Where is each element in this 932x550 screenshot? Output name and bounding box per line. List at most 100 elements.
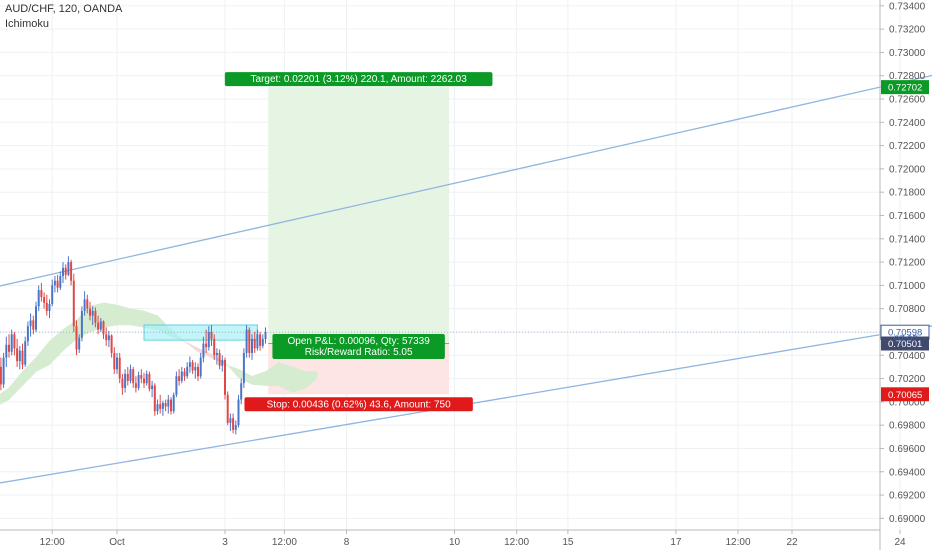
time-axis[interactable]: 12:00 Oct 3 12:00 8 10 12:00 15 17 12:00 22 24 bbox=[0, 529, 906, 548]
candle bbox=[261, 334, 264, 349]
candle-body bbox=[37, 290, 40, 307]
candle bbox=[170, 397, 172, 415]
candle-body bbox=[45, 302, 48, 312]
candle-body bbox=[53, 280, 56, 286]
candle-body bbox=[170, 399, 172, 412]
candle bbox=[35, 301, 37, 332]
price-tag-entry: 0.70501 bbox=[881, 336, 929, 351]
y-tick-label: 0.72000 bbox=[889, 164, 926, 175]
candle-body bbox=[78, 337, 81, 350]
candle-body bbox=[107, 335, 110, 341]
indicator-label[interactable]: Ichimoku bbox=[5, 18, 50, 30]
candle-body bbox=[51, 285, 54, 305]
candle-body bbox=[251, 338, 253, 353]
candle-body bbox=[134, 383, 137, 388]
candle-body bbox=[259, 334, 262, 346]
y-tick-label: 0.71000 bbox=[889, 281, 926, 292]
y-tick-label: 0.70200 bbox=[889, 374, 926, 385]
candle bbox=[126, 366, 129, 386]
candle-body bbox=[97, 322, 100, 330]
candle-body bbox=[183, 371, 186, 377]
candle bbox=[218, 349, 221, 370]
candle bbox=[248, 327, 251, 358]
y-tick-label: 0.70800 bbox=[889, 304, 926, 315]
target-label: Target: 0.02201 (3.12%) 220.1, Amount: 2… bbox=[251, 74, 468, 85]
candle bbox=[67, 256, 70, 277]
candle-body bbox=[56, 280, 59, 288]
candle-body bbox=[229, 418, 232, 423]
x-tick-label: 8 bbox=[344, 537, 350, 548]
candle bbox=[118, 352, 121, 384]
candle-body bbox=[91, 311, 94, 316]
candle bbox=[107, 330, 110, 348]
y-tick-label: 0.71600 bbox=[889, 211, 926, 222]
candle-body bbox=[48, 304, 51, 312]
y-tick-label: 0.73200 bbox=[889, 25, 926, 36]
candle bbox=[37, 285, 40, 312]
cloud-segment-bullish bbox=[305, 371, 318, 389]
candle-body bbox=[264, 332, 267, 339]
position-labels: Target: 0.02201 (3.12%) 220.1, Amount: 2… bbox=[224, 72, 493, 412]
candle-body bbox=[2, 357, 5, 385]
candle-body bbox=[199, 357, 202, 377]
candle bbox=[2, 352, 5, 388]
candle bbox=[102, 320, 105, 339]
candle-body bbox=[156, 404, 159, 412]
candle-body bbox=[13, 334, 16, 349]
candle bbox=[215, 348, 218, 365]
symbol-title[interactable]: AUD/CHF, 120, OANDA bbox=[5, 3, 123, 15]
target-zone bbox=[268, 87, 450, 344]
candle bbox=[132, 366, 135, 388]
candle bbox=[186, 362, 189, 379]
candle-body bbox=[70, 262, 73, 281]
y-tick-label: 0.69600 bbox=[889, 444, 926, 455]
candle-body bbox=[62, 267, 64, 277]
price-tag-stop: 0.70065 bbox=[881, 387, 929, 402]
candle bbox=[159, 394, 162, 414]
price-tag-text: 0.72702 bbox=[888, 83, 922, 94]
candle bbox=[129, 364, 132, 384]
candle bbox=[240, 378, 243, 405]
candle bbox=[18, 345, 21, 370]
candle bbox=[224, 357, 226, 400]
entry-zone[interactable] bbox=[143, 324, 258, 341]
candle bbox=[205, 329, 208, 353]
candle-body bbox=[205, 343, 208, 348]
candle-body bbox=[59, 276, 62, 288]
candle bbox=[137, 371, 140, 391]
candle-body bbox=[102, 321, 105, 335]
candle bbox=[51, 279, 54, 307]
y-tick-label: 0.69400 bbox=[889, 467, 926, 478]
candle bbox=[175, 371, 178, 398]
candle-body bbox=[64, 267, 67, 275]
candle bbox=[59, 271, 62, 291]
candle bbox=[72, 273, 75, 332]
candle bbox=[161, 400, 164, 416]
candle bbox=[110, 334, 113, 358]
target-label-box bbox=[224, 72, 493, 87]
candle bbox=[199, 352, 202, 379]
candle-body bbox=[110, 335, 113, 353]
candle bbox=[43, 292, 46, 309]
candle-body bbox=[167, 399, 170, 407]
candle-body bbox=[226, 394, 229, 423]
candle bbox=[167, 394, 170, 414]
candle-body bbox=[116, 357, 118, 370]
pnl-label-group: Open P&L: 0.00096, Qty: 57339Risk/Reward… bbox=[272, 334, 445, 360]
candle bbox=[191, 359, 194, 374]
candle-body bbox=[118, 357, 121, 379]
cloud-segment-bullish bbox=[49, 328, 64, 366]
y-tick-label: 0.69000 bbox=[889, 514, 926, 525]
candle bbox=[105, 327, 108, 346]
candle bbox=[143, 372, 145, 388]
stop-label: Stop: 0.00436 (0.62%) 43.6, Amount: 750 bbox=[267, 399, 451, 410]
candle bbox=[140, 369, 143, 384]
candle bbox=[194, 362, 197, 379]
candle-body bbox=[67, 262, 70, 275]
pnl-label: Open P&L: 0.00096, Qty: 57339 bbox=[287, 336, 430, 347]
candle bbox=[210, 324, 213, 346]
candle-body bbox=[5, 344, 8, 358]
candle bbox=[251, 334, 253, 360]
